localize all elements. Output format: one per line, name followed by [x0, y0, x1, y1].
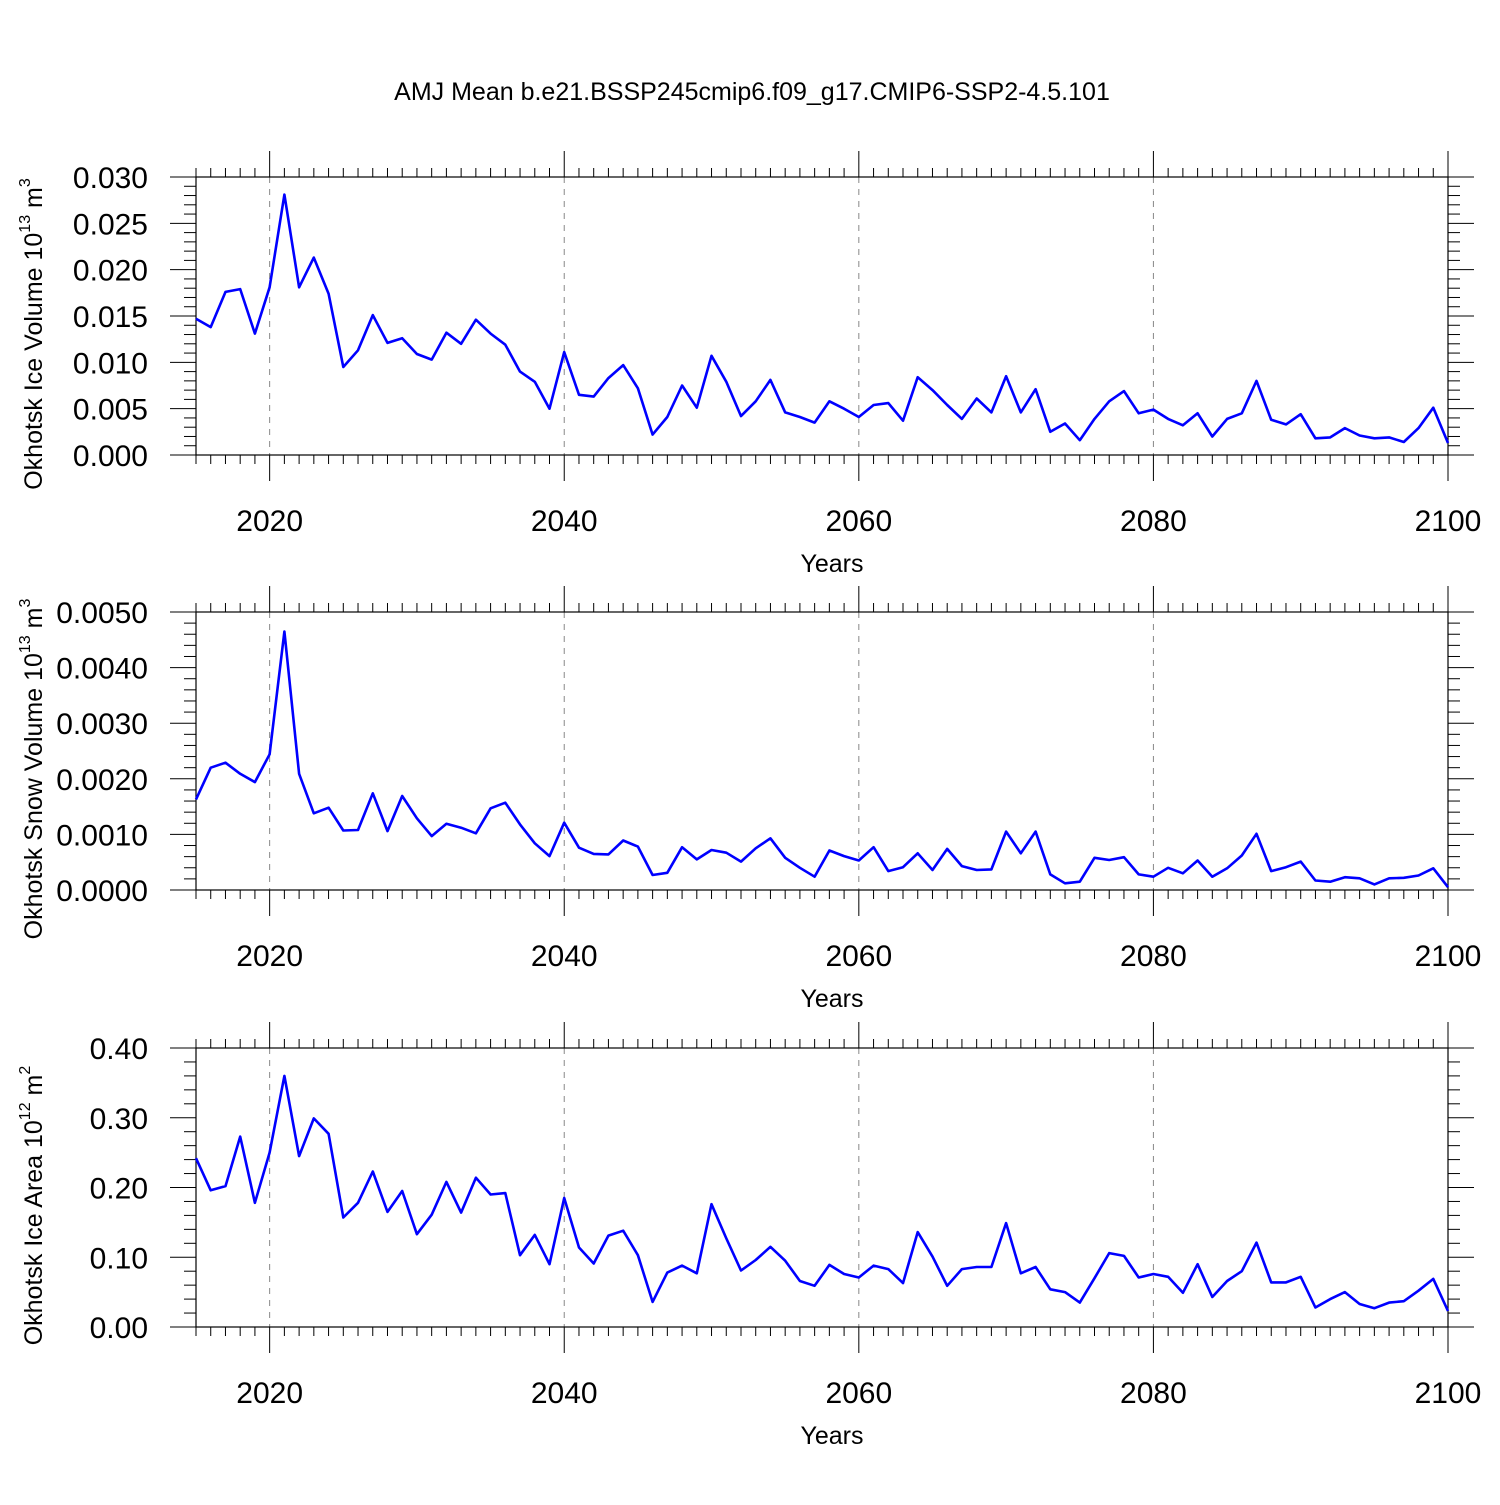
y-tick-label: 0.020: [73, 255, 148, 288]
plot-frame: [195, 611, 1449, 891]
y-tick-label: 0.40: [90, 1033, 148, 1066]
x-tick-label: 2040: [531, 940, 598, 973]
y-tick-label: 0.005: [73, 394, 148, 427]
y-tick-label: 0.00: [90, 1312, 148, 1345]
y-tick-label: 0.010: [73, 347, 148, 380]
y-tick-label: 0.0050: [56, 597, 148, 630]
x-tick-label: 2080: [1120, 940, 1187, 973]
y-tick-label: 0.000: [73, 440, 148, 473]
x-tick-label: 2020: [236, 505, 303, 538]
y-axis-title-exp: 13: [17, 215, 34, 233]
y-tick-label: 0.015: [73, 301, 148, 334]
y-tick-label: 0.0030: [56, 708, 148, 741]
y-axis-title: Okhotsk Snow Volume 1013 m3: [17, 599, 48, 940]
y-tick-label: 0.30: [90, 1103, 148, 1136]
x-tick-label: 2100: [1415, 505, 1482, 538]
y-axis-title-unit-exp: 3: [17, 178, 34, 187]
panels: 2020 2040 2060 2080 2100 Years 0.000 0.005 0.010…: [17, 151, 1481, 1450]
panel-3: 2020 2040 2060 2080 2100 Years 0.00 0.10 0.20 0.3…: [17, 1022, 1481, 1450]
y-tick-label: 0.0020: [56, 764, 148, 797]
x-tick-label: 2100: [1415, 940, 1482, 973]
y-axis-title: Okhotsk Ice Volume 1013 m3: [17, 178, 48, 490]
x-tick-label: 2060: [825, 940, 892, 973]
y-axis-title-exp: 12: [17, 1102, 34, 1120]
y-axis-title-unit: m: [20, 1075, 48, 1103]
x-axis-title: Years: [800, 550, 863, 578]
y-tick-label: 0.10: [90, 1242, 148, 1275]
y-axis-title-unit: m: [20, 608, 48, 636]
x-tick-label: 2060: [825, 505, 892, 538]
panel-2: 2020 2040 2060 2080 2100 Years 0.0000 0.0010 0.0…: [17, 586, 1481, 1013]
series-line: [194, 1074, 1450, 1312]
y-axis-title-base: Okhotsk Ice Area 10: [20, 1120, 48, 1345]
y-tick-label: 0.0040: [56, 653, 148, 686]
panel-1: 2020 2040 2060 2080 2100 Years 0.000 0.005 0.010…: [17, 151, 1481, 578]
x-tick-label: 2020: [236, 940, 303, 973]
y-axis-title-unit-exp: 2: [17, 1066, 34, 1075]
y-tick-label: 0.0000: [56, 875, 148, 908]
series-line: [195, 193, 1450, 444]
x-tick-label: 2100: [1415, 1377, 1482, 1410]
x-axis-title: Years: [800, 985, 863, 1013]
x-tick-label: 2040: [531, 505, 598, 538]
y-axis-title-unit: m: [20, 187, 48, 215]
y-axis-title-base: Okhotsk Ice Volume 10: [20, 233, 48, 490]
plot-frame: [195, 1047, 1449, 1328]
y-tick-label: 0.030: [73, 162, 148, 195]
x-tick-label: 2040: [531, 1377, 598, 1410]
y-axis-title: Okhotsk Ice Area 1012 m2: [17, 1066, 48, 1346]
figure-title: AMJ Mean b.e21.BSSP245cmip6.f09_g17.CMIP…: [394, 78, 1110, 106]
x-tick-label: 2020: [236, 1377, 303, 1410]
x-tick-label: 2080: [1120, 1377, 1187, 1410]
x-axis-title: Years: [800, 1422, 863, 1450]
x-tick-label: 2060: [825, 1377, 892, 1410]
x-tick-label: 2080: [1120, 505, 1187, 538]
y-tick-label: 0.20: [90, 1173, 148, 1206]
series-line: [194, 630, 1450, 888]
y-axis-title-base: Okhotsk Snow Volume 10: [20, 653, 48, 939]
y-axis-title-exp: 13: [17, 635, 34, 653]
y-tick-label: 0.0010: [56, 819, 148, 852]
y-axis-title-unit-exp: 3: [17, 599, 34, 608]
y-tick-label: 0.025: [73, 208, 148, 241]
